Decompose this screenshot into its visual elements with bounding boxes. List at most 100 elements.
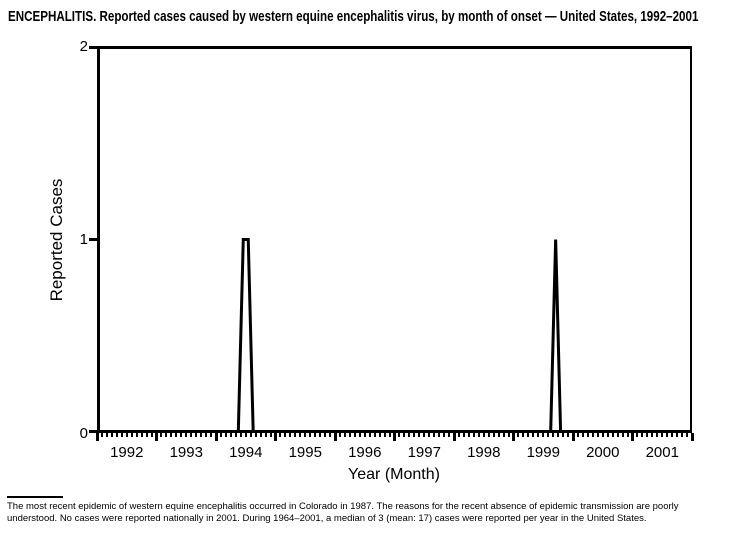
x-axis-minor-tick <box>304 433 307 437</box>
x-axis-minor-tick <box>522 433 525 437</box>
x-axis-minor-tick <box>383 433 386 437</box>
x-axis-minor-tick <box>373 433 376 437</box>
x-axis-title: Year (Month) <box>348 466 440 483</box>
x-axis-minor-tick <box>314 433 317 437</box>
x-axis-minor-tick <box>537 433 540 437</box>
x-axis-minor-tick <box>552 433 555 437</box>
x-axis-minor-tick <box>562 433 565 437</box>
x-axis-minor-tick <box>477 433 480 437</box>
x-axis-minor-tick <box>423 433 426 437</box>
x-axis-minor-tick <box>100 433 103 437</box>
x-axis-minor-tick <box>651 433 654 437</box>
x-axis-minor-tick <box>229 433 232 437</box>
x-axis-minor-tick <box>542 433 545 437</box>
x-axis-major-tick <box>274 433 277 441</box>
x-axis-minor-tick <box>591 433 594 437</box>
x-axis-minor-tick <box>408 433 411 437</box>
footnote-rule <box>7 496 63 498</box>
y-axis-tick-label: 2 <box>79 37 88 55</box>
x-axis-minor-tick <box>165 433 168 437</box>
x-axis-minor-tick <box>254 433 257 437</box>
y-axis-tick-label: 0 <box>79 424 88 442</box>
x-axis-minor-tick <box>319 433 322 437</box>
x-axis-major-tick <box>690 433 694 441</box>
x-axis-minor-tick <box>666 433 669 437</box>
x-axis-minor-tick <box>428 433 431 437</box>
y-axis-tick <box>89 238 97 241</box>
x-axis-minor-tick <box>180 433 183 437</box>
x-axis-minor-tick <box>532 433 535 437</box>
x-axis-minor-tick <box>110 433 113 437</box>
x-axis-tick-label: 1995 <box>288 444 322 461</box>
x-axis-minor-tick <box>140 433 143 437</box>
x-axis-minor-tick <box>269 433 272 437</box>
x-axis-minor-tick <box>547 433 550 437</box>
x-axis-minor-tick <box>606 433 609 437</box>
x-axis-major-tick <box>631 433 634 441</box>
x-axis-tick-label: 1997 <box>407 444 441 461</box>
x-axis-minor-tick <box>621 433 624 437</box>
footnote-line-1: The most recent epidemic of western equi… <box>7 501 679 512</box>
x-axis-minor-tick <box>641 433 644 437</box>
x-axis-major-tick <box>393 433 396 441</box>
x-axis-minor-tick <box>284 433 287 437</box>
x-axis-minor-tick <box>636 433 639 437</box>
plot-area <box>97 46 692 433</box>
chart-title: ENCEPHALITIS. Reported cases caused by w… <box>8 9 699 25</box>
x-axis-minor-tick <box>150 433 153 437</box>
x-axis-minor-tick <box>661 433 664 437</box>
x-axis-minor-tick <box>482 433 485 437</box>
x-axis-minor-tick <box>234 433 237 437</box>
x-axis-minor-tick <box>502 433 505 437</box>
x-axis-minor-tick <box>448 433 451 437</box>
y-axis-tick <box>89 430 97 433</box>
x-axis-minor-tick <box>686 433 689 437</box>
x-axis-minor-tick <box>596 433 599 437</box>
x-axis-minor-tick <box>462 433 465 437</box>
x-axis-minor-tick <box>200 433 203 437</box>
x-axis-minor-tick <box>601 433 604 437</box>
x-axis-minor-tick <box>190 433 193 437</box>
x-axis-minor-tick <box>205 433 208 437</box>
x-axis-minor-tick <box>646 433 649 437</box>
x-axis-minor-tick <box>120 433 123 437</box>
x-axis-minor-tick <box>487 433 490 437</box>
x-axis-major-tick <box>95 433 99 441</box>
x-axis-minor-tick <box>299 433 302 437</box>
x-axis-minor-tick <box>259 433 262 437</box>
x-axis-major-tick <box>155 433 158 441</box>
x-axis-minor-tick <box>467 433 470 437</box>
x-axis-minor-tick <box>115 433 118 437</box>
x-axis-major-tick <box>214 433 218 441</box>
x-axis-minor-tick <box>264 433 267 437</box>
x-axis-major-tick <box>333 433 337 441</box>
x-axis-minor-tick <box>170 433 173 437</box>
x-axis-minor-tick <box>676 433 679 437</box>
x-axis-minor-tick <box>472 433 475 437</box>
x-axis-minor-tick <box>324 433 327 437</box>
x-axis-minor-tick <box>616 433 619 437</box>
x-axis-minor-tick <box>368 433 371 437</box>
x-axis-minor-tick <box>656 433 659 437</box>
x-axis-minor-tick <box>145 433 148 437</box>
x-axis-tick-label: 1992 <box>110 444 144 461</box>
x-axis-tick-label: 2001 <box>645 444 679 461</box>
x-axis-minor-tick <box>195 433 198 437</box>
x-axis-minor-tick <box>611 433 614 437</box>
x-axis-minor-tick <box>586 433 589 437</box>
x-axis-minor-tick <box>160 433 163 437</box>
x-axis-minor-tick <box>671 433 674 437</box>
x-axis-minor-tick <box>244 433 247 437</box>
x-axis-minor-tick <box>492 433 495 437</box>
x-axis-minor-tick <box>210 433 213 437</box>
x-axis-minor-tick <box>348 433 351 437</box>
y-axis-tick-label: 1 <box>79 231 88 248</box>
x-axis-tick-label: 1998 <box>467 444 501 461</box>
x-axis-minor-tick <box>681 433 684 437</box>
x-axis-minor-tick <box>289 433 292 437</box>
x-axis-minor-tick <box>224 433 227 437</box>
x-axis-minor-tick <box>557 433 560 437</box>
x-axis-minor-tick <box>517 433 520 437</box>
x-axis-minor-tick <box>358 433 361 437</box>
x-axis-tick-label: 1993 <box>169 444 203 461</box>
